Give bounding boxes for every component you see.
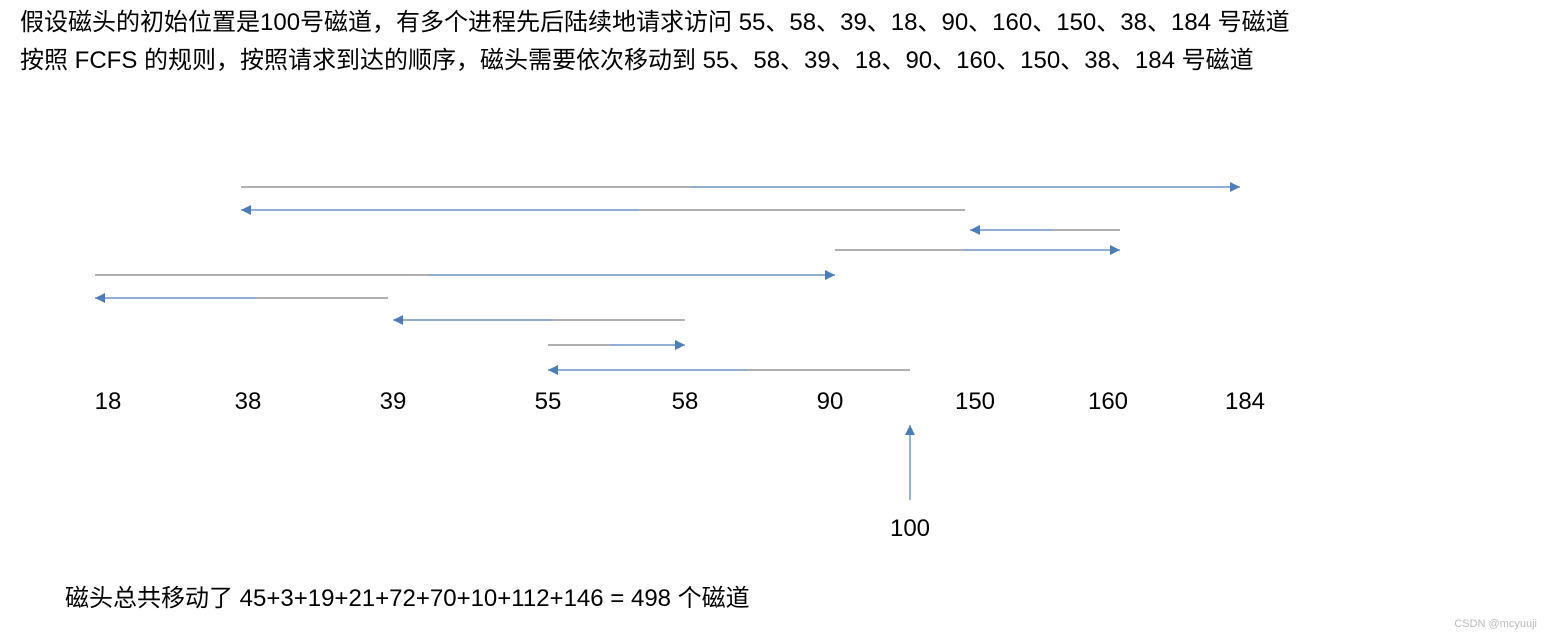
seek-arrow <box>241 205 965 215</box>
start-arrow <box>905 425 915 500</box>
track-label: 184 <box>1225 388 1265 416</box>
track-label: 18 <box>95 388 122 416</box>
start-position-label: 100 <box>890 515 930 543</box>
seek-arrow <box>241 182 1240 192</box>
fcfs-diagram: 18 38 39 55 58 90 150 160 184 100 <box>0 170 1549 550</box>
seek-arrow <box>393 315 685 325</box>
intro-paragraph-1: 假设磁头的初始位置是100号磁道，有多个进程先后陆续地请求访问 55、58、39… <box>0 0 1549 41</box>
seek-arrow <box>95 270 835 280</box>
seek-arrow <box>548 365 910 375</box>
summary-text: 磁头总共移动了 45+3+19+21+72+70+10+112+146 = 49… <box>65 578 750 613</box>
track-label: 90 <box>817 388 844 416</box>
track-label: 150 <box>955 388 995 416</box>
intro-paragraph-2: 按照 FCFS 的规则，按照请求到达的顺序，磁头需要依次移动到 55、58、39… <box>0 43 1549 79</box>
seek-arrow <box>95 293 388 303</box>
track-label: 39 <box>380 388 407 416</box>
watermark: CSDN @mcyuuji <box>1454 618 1537 630</box>
seek-arrow <box>548 340 685 350</box>
track-label: 55 <box>535 388 562 416</box>
track-label: 160 <box>1088 388 1128 416</box>
track-label: 38 <box>235 388 262 416</box>
diagram-svg <box>0 170 1549 550</box>
seek-arrow <box>835 245 1120 255</box>
track-label: 58 <box>672 388 699 416</box>
seek-arrow <box>970 225 1120 235</box>
